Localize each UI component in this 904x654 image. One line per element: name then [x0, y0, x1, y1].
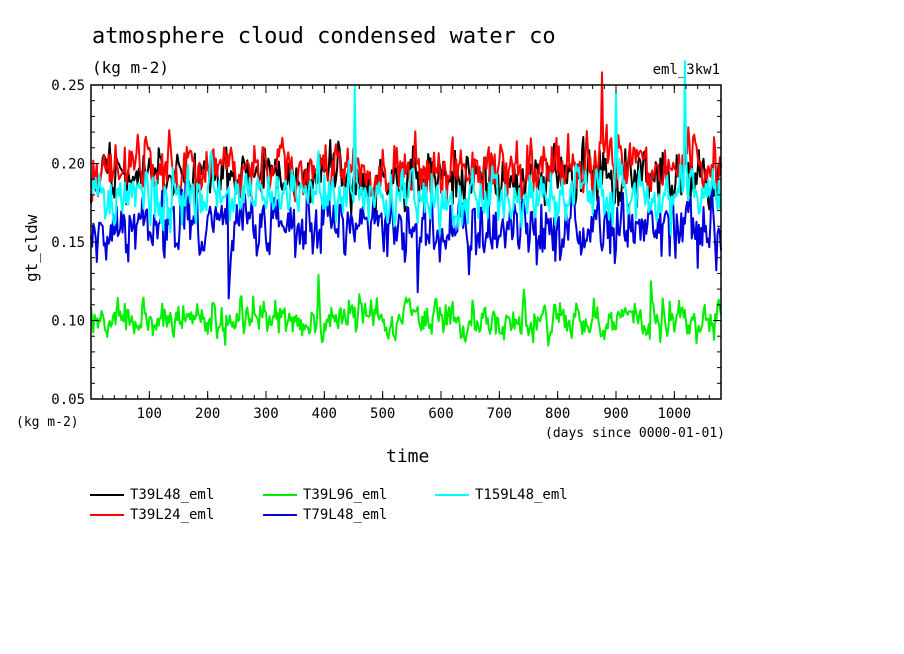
chart-title: atmosphere cloud condensed water co: [92, 24, 556, 49]
x-tick-label: 700: [487, 406, 512, 422]
y-tick-label: 0.15: [51, 235, 85, 251]
legend-swatch: [435, 494, 469, 496]
y-tick-label: 0.05: [51, 392, 85, 408]
x-tick-label: 200: [195, 406, 220, 422]
legend-item-t159l48: T159L48_eml: [435, 487, 568, 505]
y-tick-label: 0.10: [51, 314, 85, 330]
legend-label: T39L24_eml: [130, 507, 215, 523]
x-axis-label: time: [386, 446, 430, 467]
x-tick-label: 100: [137, 406, 162, 422]
x-tick-label: 900: [603, 406, 628, 422]
y-tick-label: 0.25: [51, 78, 85, 94]
y-axis-unit: (kg m-2): [16, 415, 79, 430]
series-layer: [90, 60, 722, 347]
legend: T39L48_eml T39L24_eml T39L96_eml T79L48_…: [90, 487, 650, 527]
x-tick-label: 400: [312, 406, 337, 422]
legend-swatch: [263, 494, 297, 496]
legend-item-t39l24: T39L24_eml: [90, 507, 214, 525]
legend-label: T39L96_eml: [303, 487, 388, 503]
legend-label: T159L48_eml: [475, 487, 568, 503]
y-tick-label: 0.20: [51, 157, 85, 173]
legend-item-t39l96: T39L96_eml: [263, 487, 387, 505]
run-id-label: eml_3kw1: [652, 62, 720, 78]
x-tick-label: 300: [253, 406, 278, 422]
x-axis-unit: (days since 0000-01-01): [545, 426, 726, 441]
x-tick-label: 500: [370, 406, 395, 422]
chart-subtitle: (kg m-2): [92, 58, 170, 77]
legend-item-t39l48: T39L48_eml: [90, 487, 214, 505]
legend-label: T79L48_eml: [303, 507, 388, 523]
legend-swatch: [90, 494, 124, 496]
legend-label: T39L48_eml: [130, 487, 215, 503]
x-tick-label: 800: [545, 406, 570, 422]
y-axis-label: gt_cldw: [22, 214, 41, 282]
x-tick-label: 600: [428, 406, 453, 422]
legend-swatch: [90, 514, 124, 516]
series-line-t39l24-eml: [90, 71, 722, 205]
legend-item-t79l48: T79L48_eml: [263, 507, 387, 525]
x-tick-label: 1000: [657, 406, 691, 422]
series-line-t39l96-eml: [90, 274, 722, 347]
legend-swatch: [263, 514, 297, 516]
axis-layer: 0.05 0.10 0.15 0.20 0.25 100 200 300 400 500 600 70…: [51, 78, 722, 422]
